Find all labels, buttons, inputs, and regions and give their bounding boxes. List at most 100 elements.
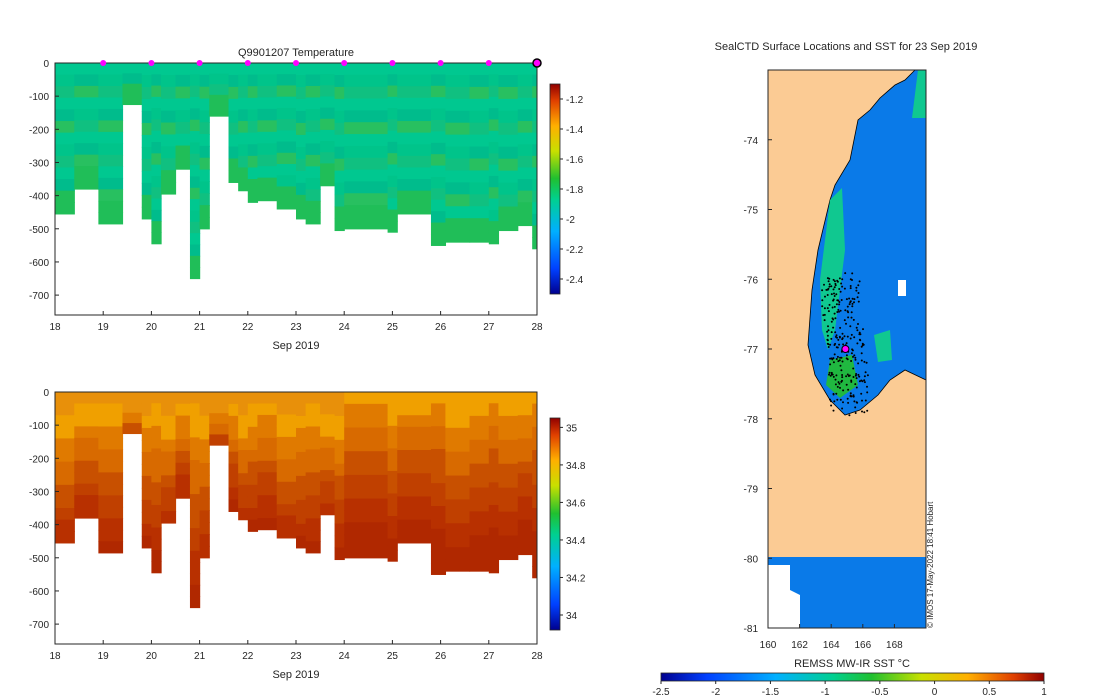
salinity-cell <box>305 541 321 554</box>
track-point <box>845 342 848 345</box>
salinity-cell <box>74 392 99 405</box>
salinity-cell <box>276 425 297 438</box>
salinity-cell <box>141 499 152 513</box>
temperature-cell <box>247 179 259 192</box>
temperature-cell <box>151 85 162 98</box>
temperature-cell <box>247 121 259 134</box>
map-y-tick-label: -74 <box>744 136 759 147</box>
temperature-cell <box>74 154 99 167</box>
track-point <box>842 389 845 392</box>
salinity-cell <box>55 461 75 474</box>
salinity-cell <box>276 504 297 517</box>
salinity-cell <box>344 427 389 440</box>
temperature-cell <box>151 153 162 166</box>
track-point <box>836 299 839 302</box>
temperature-cell <box>517 63 533 76</box>
track-point <box>833 400 836 403</box>
temperature-cell <box>238 144 249 157</box>
track-point <box>842 343 845 346</box>
salinity-cell <box>228 392 239 405</box>
salinity-cell <box>320 447 336 460</box>
salinity-cell <box>445 415 471 429</box>
salinity-cell <box>189 550 201 563</box>
temperature-cell <box>445 158 471 172</box>
salinity-cell <box>276 515 297 528</box>
salinity-cell <box>430 517 447 530</box>
temperature-cell <box>532 109 537 122</box>
salinity-cell <box>305 460 321 474</box>
temperature-cell <box>141 134 152 148</box>
temperature-y-tick-label: -500 <box>29 225 49 236</box>
salinity-cell <box>296 535 307 549</box>
salinity-cell <box>189 437 201 450</box>
salinity-cell <box>296 475 307 489</box>
track-point <box>849 300 852 303</box>
temperature-cell <box>228 158 239 172</box>
temperature-x-tick-label: 28 <box>531 322 543 333</box>
temperature-y-tick-label: -600 <box>29 258 49 269</box>
salinity-cell <box>276 414 297 427</box>
track-point <box>832 357 835 360</box>
temperature-cell <box>228 134 239 148</box>
track-point <box>832 361 835 364</box>
temperature-cell <box>55 202 75 215</box>
salinity-cell <box>334 499 345 513</box>
salinity-cell <box>397 392 432 405</box>
temperature-cell <box>74 63 99 76</box>
salinity-cell <box>498 547 519 561</box>
salinity-cell <box>276 526 297 539</box>
temperature-cell <box>228 146 239 160</box>
temperature-cell <box>488 96 500 109</box>
temperature-cell <box>397 86 432 99</box>
temperature-cell <box>189 119 201 132</box>
temperature-cell <box>334 110 345 124</box>
salinity-cell <box>334 535 345 549</box>
temperature-cell <box>175 133 191 147</box>
salinity-cell <box>151 516 162 529</box>
temperature-cell <box>532 202 537 215</box>
temperature-cell <box>247 97 259 111</box>
track-point <box>866 374 869 377</box>
temperature-cell <box>55 179 75 192</box>
salinity-cell <box>488 527 500 540</box>
temperature-cell <box>387 164 398 177</box>
track-point <box>857 373 860 376</box>
temperature-cell <box>55 121 75 134</box>
salinity-cell <box>276 436 297 449</box>
temperature-cell <box>469 158 490 172</box>
temperature-cell <box>488 74 500 87</box>
track-point <box>851 305 854 308</box>
temperature-cell <box>532 179 537 192</box>
salinity-cell <box>161 499 177 512</box>
salinity-cell <box>151 425 162 438</box>
temperature-cell <box>199 98 210 111</box>
temperature-cell <box>98 143 124 156</box>
coastal-band-north <box>912 70 926 118</box>
temperature-cell <box>430 176 447 189</box>
temperature-cell <box>532 237 537 250</box>
temperature-cell <box>397 74 432 87</box>
track-point <box>823 307 826 310</box>
temperature-cell <box>141 122 152 136</box>
temperature-cell <box>517 167 533 180</box>
track-point <box>866 385 868 388</box>
salinity-cell <box>532 473 537 486</box>
temperature-cell <box>532 86 537 99</box>
temperature-colorbar <box>549 83 561 295</box>
salinity-cell <box>55 403 75 416</box>
temperature-cell <box>175 86 191 99</box>
temperature-cell <box>344 134 389 147</box>
track-point <box>854 406 857 409</box>
temperature-cell <box>334 158 345 172</box>
track-point <box>841 374 844 376</box>
temperature-cell <box>334 74 345 88</box>
salinity-cell <box>344 474 389 488</box>
salinity-cell <box>488 425 500 438</box>
temperature-cell <box>74 120 99 133</box>
salinity-cell <box>344 522 389 535</box>
salinity-y-tick-label: -600 <box>29 587 49 598</box>
salinity-cell <box>247 438 259 451</box>
temperature-cell <box>199 157 210 171</box>
track-point <box>862 328 864 331</box>
track-point <box>835 303 838 306</box>
